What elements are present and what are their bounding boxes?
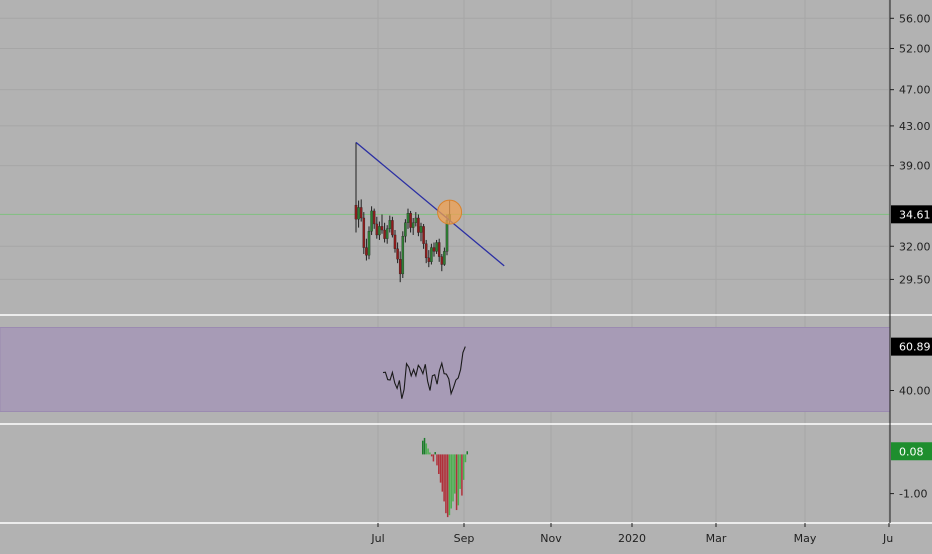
candle-body [370,210,373,232]
time-axis-tick-label: Mar [706,532,727,545]
histogram-bar [464,454,467,463]
candle-body [383,229,386,239]
histogram-bar [422,440,424,455]
hist-axis-tick-label: -1.00 [899,488,927,501]
candle-body [419,226,423,233]
candle-body [393,234,397,249]
time-axis-tick-label: Sep [454,532,475,545]
histogram-bar [445,454,447,514]
rsi-value-label-bg [891,337,932,356]
candle-body [445,220,449,252]
candle-body [362,217,366,248]
candle-body [409,213,412,228]
candle-body [437,242,441,257]
candle-body [378,226,381,236]
time-axis-tick-label: Jul [370,532,384,545]
histogram-bar [423,437,426,455]
histogram-bar [443,454,445,502]
candle-body [435,242,438,252]
candle-body [367,231,371,256]
candle-body [414,217,418,223]
histogram-bar [450,454,452,509]
histogram-bar [425,443,428,455]
candle-body [404,222,407,237]
candle-body [443,251,446,265]
histogram-bar [461,454,463,496]
candle-body [354,204,358,220]
histogram-bar [432,454,435,462]
price-axis-tick-label: 52.00 [899,42,931,55]
candle-body [427,257,431,262]
hist-value-label: 0.08 [899,445,924,458]
rsi-value-label: 60.89 [899,341,931,354]
histogram-bar [439,454,442,483]
rsi-band [0,327,891,412]
price-axis-tick-label: 43.00 [899,120,931,133]
price-axis-tick-label: 56.00 [899,12,931,25]
candle-body [430,247,433,262]
candle-body [388,220,392,229]
rsi-line [382,346,466,399]
trendline [355,141,505,267]
histogram-bar [455,454,458,511]
price-axis-tick-label: 47.00 [899,84,931,97]
candle-body [365,247,368,256]
candle-body [385,228,389,239]
histogram-bar [438,454,440,474]
histogram-bar [459,454,461,489]
rsi-axis-tick-label: 40.00 [899,385,931,398]
histogram-bar [452,454,454,502]
histogram-bar [427,448,429,455]
candle-body [417,217,420,233]
histogram-bar [436,454,438,466]
candle-body [411,222,415,228]
current-price-label: 34.61 [899,208,931,221]
histogram-bar [448,454,451,516]
histogram-bar [462,454,465,480]
histogram-bar [441,454,444,492]
candle-body [401,236,405,275]
price-axis-tick-label: 32.00 [899,240,931,253]
candle-body [440,256,444,265]
candle-body [398,259,402,275]
candle-body [424,243,428,259]
time-axis-tick-label: 2020 [618,532,646,545]
histogram-bar [466,451,468,455]
time-axis-tick-label: Ju [882,532,893,545]
histogram-bar [434,452,436,455]
highlight-circle [437,199,463,225]
candle-body [375,223,379,236]
histogram-bar [429,452,431,455]
price-axis-tick-label: 29.50 [899,273,931,286]
histogram-bar [457,454,460,506]
current-price-label-bg [891,205,932,224]
histogram-bar [430,454,433,457]
candle-body [357,207,360,220]
candle-body [422,226,425,244]
candle-body [406,213,410,223]
candle-body [380,226,384,231]
time-axis-tick-label: Nov [540,532,562,545]
histogram-bar [446,454,449,518]
candle-body [391,220,394,236]
candle-body [372,210,376,225]
candle-body [432,247,436,252]
candle-body [396,248,399,260]
time-axis-tick-label: May [794,532,817,545]
price-axis-tick-label: 39.00 [899,160,931,173]
histogram-bar [454,454,456,494]
hist-value-label-bg [891,442,932,461]
candle-body [359,207,363,219]
